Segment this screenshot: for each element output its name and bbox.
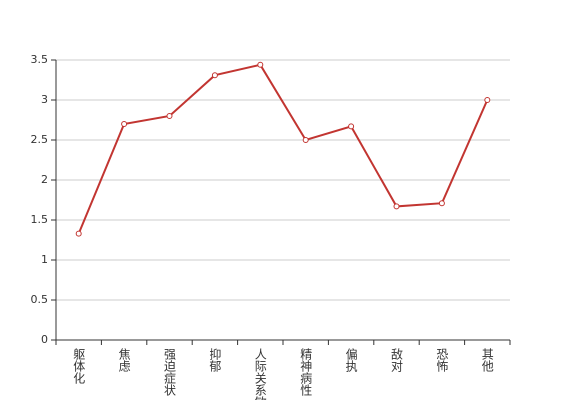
point bbox=[438, 200, 445, 207]
y-tick-label: 0.5 bbox=[31, 293, 49, 306]
y-tick-label: 2.5 bbox=[31, 133, 49, 146]
x-tick-label: 精神病性 bbox=[299, 348, 313, 397]
line bbox=[77, 63, 489, 234]
x-tick-label: 焦虑 bbox=[117, 348, 131, 372]
point bbox=[257, 61, 264, 68]
x-tick-label: 强迫症状 bbox=[163, 348, 177, 396]
point bbox=[211, 72, 218, 79]
point bbox=[348, 123, 355, 130]
x-tick-label: 人际关系敏感 bbox=[253, 348, 267, 400]
y-tick-label: 1 bbox=[41, 253, 48, 266]
point bbox=[166, 113, 173, 119]
point bbox=[393, 203, 400, 210]
point bbox=[484, 97, 491, 103]
point bbox=[121, 121, 128, 127]
y-tick-label: 3 bbox=[41, 93, 48, 106]
y-tick-label: 1.5 bbox=[31, 213, 49, 226]
x-tick-label: 其他 bbox=[480, 348, 494, 372]
x-tick-label: 躯体化 bbox=[72, 347, 86, 385]
x-tick-label: 抑郁 bbox=[208, 347, 222, 373]
point bbox=[302, 137, 309, 143]
x-tick-label: 偏执 bbox=[344, 347, 358, 373]
y-tick-label: 0 bbox=[41, 333, 48, 346]
x-tick-label: 敌对 bbox=[390, 347, 404, 372]
y-tick-label: 2 bbox=[41, 173, 48, 186]
x-tick-label: 恐怖 bbox=[435, 348, 449, 372]
point bbox=[75, 230, 82, 237]
y-tick-label: 3.5 bbox=[31, 53, 49, 66]
